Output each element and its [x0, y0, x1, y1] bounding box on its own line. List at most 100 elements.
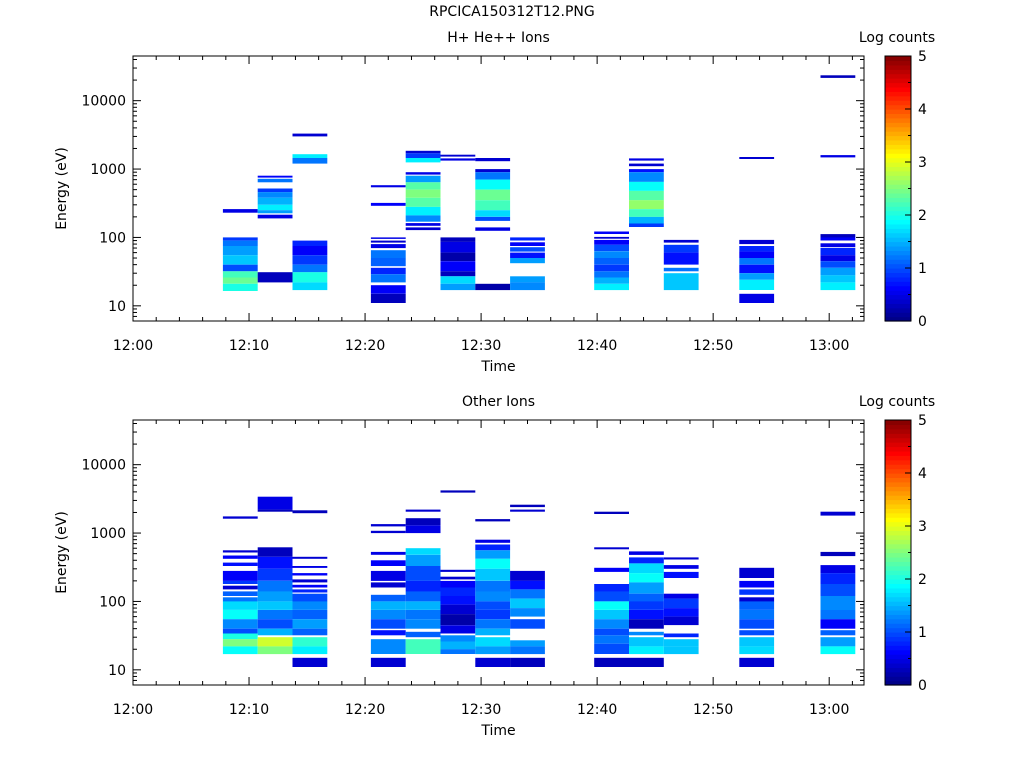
- heatmap-cell: [405, 509, 441, 512]
- heatmap-cell: [222, 639, 258, 647]
- heatmap-cell: [222, 628, 258, 634]
- heatmap-cell: [222, 277, 258, 284]
- heatmap-cell: [475, 519, 511, 522]
- heatmap-cell: [594, 231, 629, 234]
- heatmap-cell: [257, 591, 293, 602]
- heatmap-cell: [594, 619, 629, 629]
- heatmap-cell: [292, 255, 328, 265]
- colorbar-segment: [885, 632, 911, 638]
- colorbar-segment: [885, 534, 911, 540]
- heatmap-cell: [629, 223, 664, 227]
- heatmap-cell: [629, 551, 664, 555]
- heatmap-cell: [405, 580, 441, 592]
- heatmap-cell: [663, 598, 699, 609]
- heatmap-cell: [222, 516, 258, 519]
- colorbar-segment: [885, 645, 911, 651]
- colorbar-segment: [885, 86, 911, 92]
- colorbar-segment: [885, 294, 911, 300]
- heatmap-cell: [629, 610, 664, 620]
- heatmap-cell: [475, 544, 511, 551]
- heatmap-cell: [222, 585, 258, 590]
- heatmap-cell: [594, 628, 629, 636]
- heatmap-cell: [440, 276, 476, 284]
- heatmap-cell: [594, 258, 629, 265]
- colorbar-segment: [885, 499, 911, 505]
- colorbar-segment: [885, 627, 911, 633]
- heatmap-cell: [594, 591, 629, 602]
- colorbar-segment: [885, 104, 911, 110]
- heatmap-cell: [739, 646, 775, 655]
- colorbar-segment: [885, 517, 911, 523]
- colorbar-segment: [885, 254, 911, 260]
- heatmap-cell: [739, 279, 775, 290]
- heatmap-cell: [292, 610, 328, 620]
- y-tick-label: 10000: [81, 458, 126, 474]
- heatmap-cell: [510, 247, 545, 252]
- heatmap-cell: [370, 240, 406, 243]
- colorbar-segment: [885, 100, 911, 106]
- colorbar-segment: [885, 654, 911, 660]
- colorbar-segment: [885, 73, 911, 79]
- heatmap-cell: [629, 582, 664, 594]
- heatmap-cell: [594, 567, 629, 572]
- colorbar-segment: [885, 162, 911, 168]
- colorbar-segment: [885, 605, 911, 611]
- heatmap-cell: [370, 630, 406, 636]
- colorbar-segment: [885, 680, 911, 686]
- heatmap-cell: [257, 175, 293, 178]
- colorbar-segment: [885, 126, 911, 132]
- heatmap-cell: [820, 551, 856, 557]
- colorbar-segment: [885, 459, 911, 465]
- heatmap-cell: [594, 584, 629, 592]
- colorbar-segment: [885, 223, 911, 229]
- heatmap-cell: [405, 601, 441, 610]
- heatmap-cell: [475, 169, 511, 173]
- heatmap-cell: [292, 589, 328, 593]
- colorbar-segment: [885, 490, 911, 496]
- heatmap-cell: [370, 594, 406, 602]
- heatmap-cell: [629, 169, 664, 173]
- heatmap-cell: [475, 550, 511, 559]
- heatmap-cell: [820, 630, 856, 636]
- colorbar-segment: [885, 623, 911, 629]
- heatmap-cell: [440, 490, 476, 493]
- heatmap-cell: [663, 267, 699, 272]
- colorbar-segment: [885, 614, 911, 620]
- heatmap-cell: [594, 643, 629, 654]
- heatmap-cell: [222, 555, 258, 559]
- heatmap-cell: [370, 560, 406, 566]
- heatmap-cell: [370, 582, 406, 588]
- heatmap-cell: [405, 206, 441, 216]
- colorbar-segment: [885, 268, 911, 274]
- heatmap-cell: [820, 261, 856, 268]
- heatmap-cell: [663, 646, 699, 655]
- heatmap-cell: [475, 610, 511, 620]
- heatmap-cell: [629, 619, 664, 629]
- colorbar-segment: [885, 303, 911, 309]
- heatmap-cell: [440, 580, 476, 588]
- heatmap-cell: [370, 524, 406, 527]
- heatmap-cell: [594, 547, 629, 550]
- heatmap-cell: [405, 610, 441, 620]
- heatmap-cell: [370, 293, 406, 303]
- heatmap-cell: [405, 153, 441, 158]
- colorbar-segment: [885, 433, 911, 439]
- heatmap-cell: [820, 584, 856, 596]
- heatmap-cell: [292, 133, 328, 137]
- heatmap-cell: [257, 204, 293, 211]
- colorbar-segment: [885, 442, 911, 448]
- heatmap-cell: [663, 239, 699, 243]
- heatmap-cell: [257, 610, 293, 620]
- colorbar-segment: [885, 543, 911, 549]
- heatmap-cell: [629, 657, 664, 667]
- heatmap-cell: [222, 264, 258, 272]
- colorbar-segment: [885, 215, 911, 221]
- heatmap-cell: [739, 619, 775, 629]
- heatmap-cell: [292, 657, 328, 667]
- heatmap-cell: [663, 633, 699, 638]
- heatmap-cell: [475, 580, 511, 592]
- heatmap-cell: [663, 608, 699, 617]
- heatmap-cell: [739, 293, 775, 303]
- y-tick-label: 100: [99, 230, 126, 246]
- colorbar-segment: [885, 468, 911, 474]
